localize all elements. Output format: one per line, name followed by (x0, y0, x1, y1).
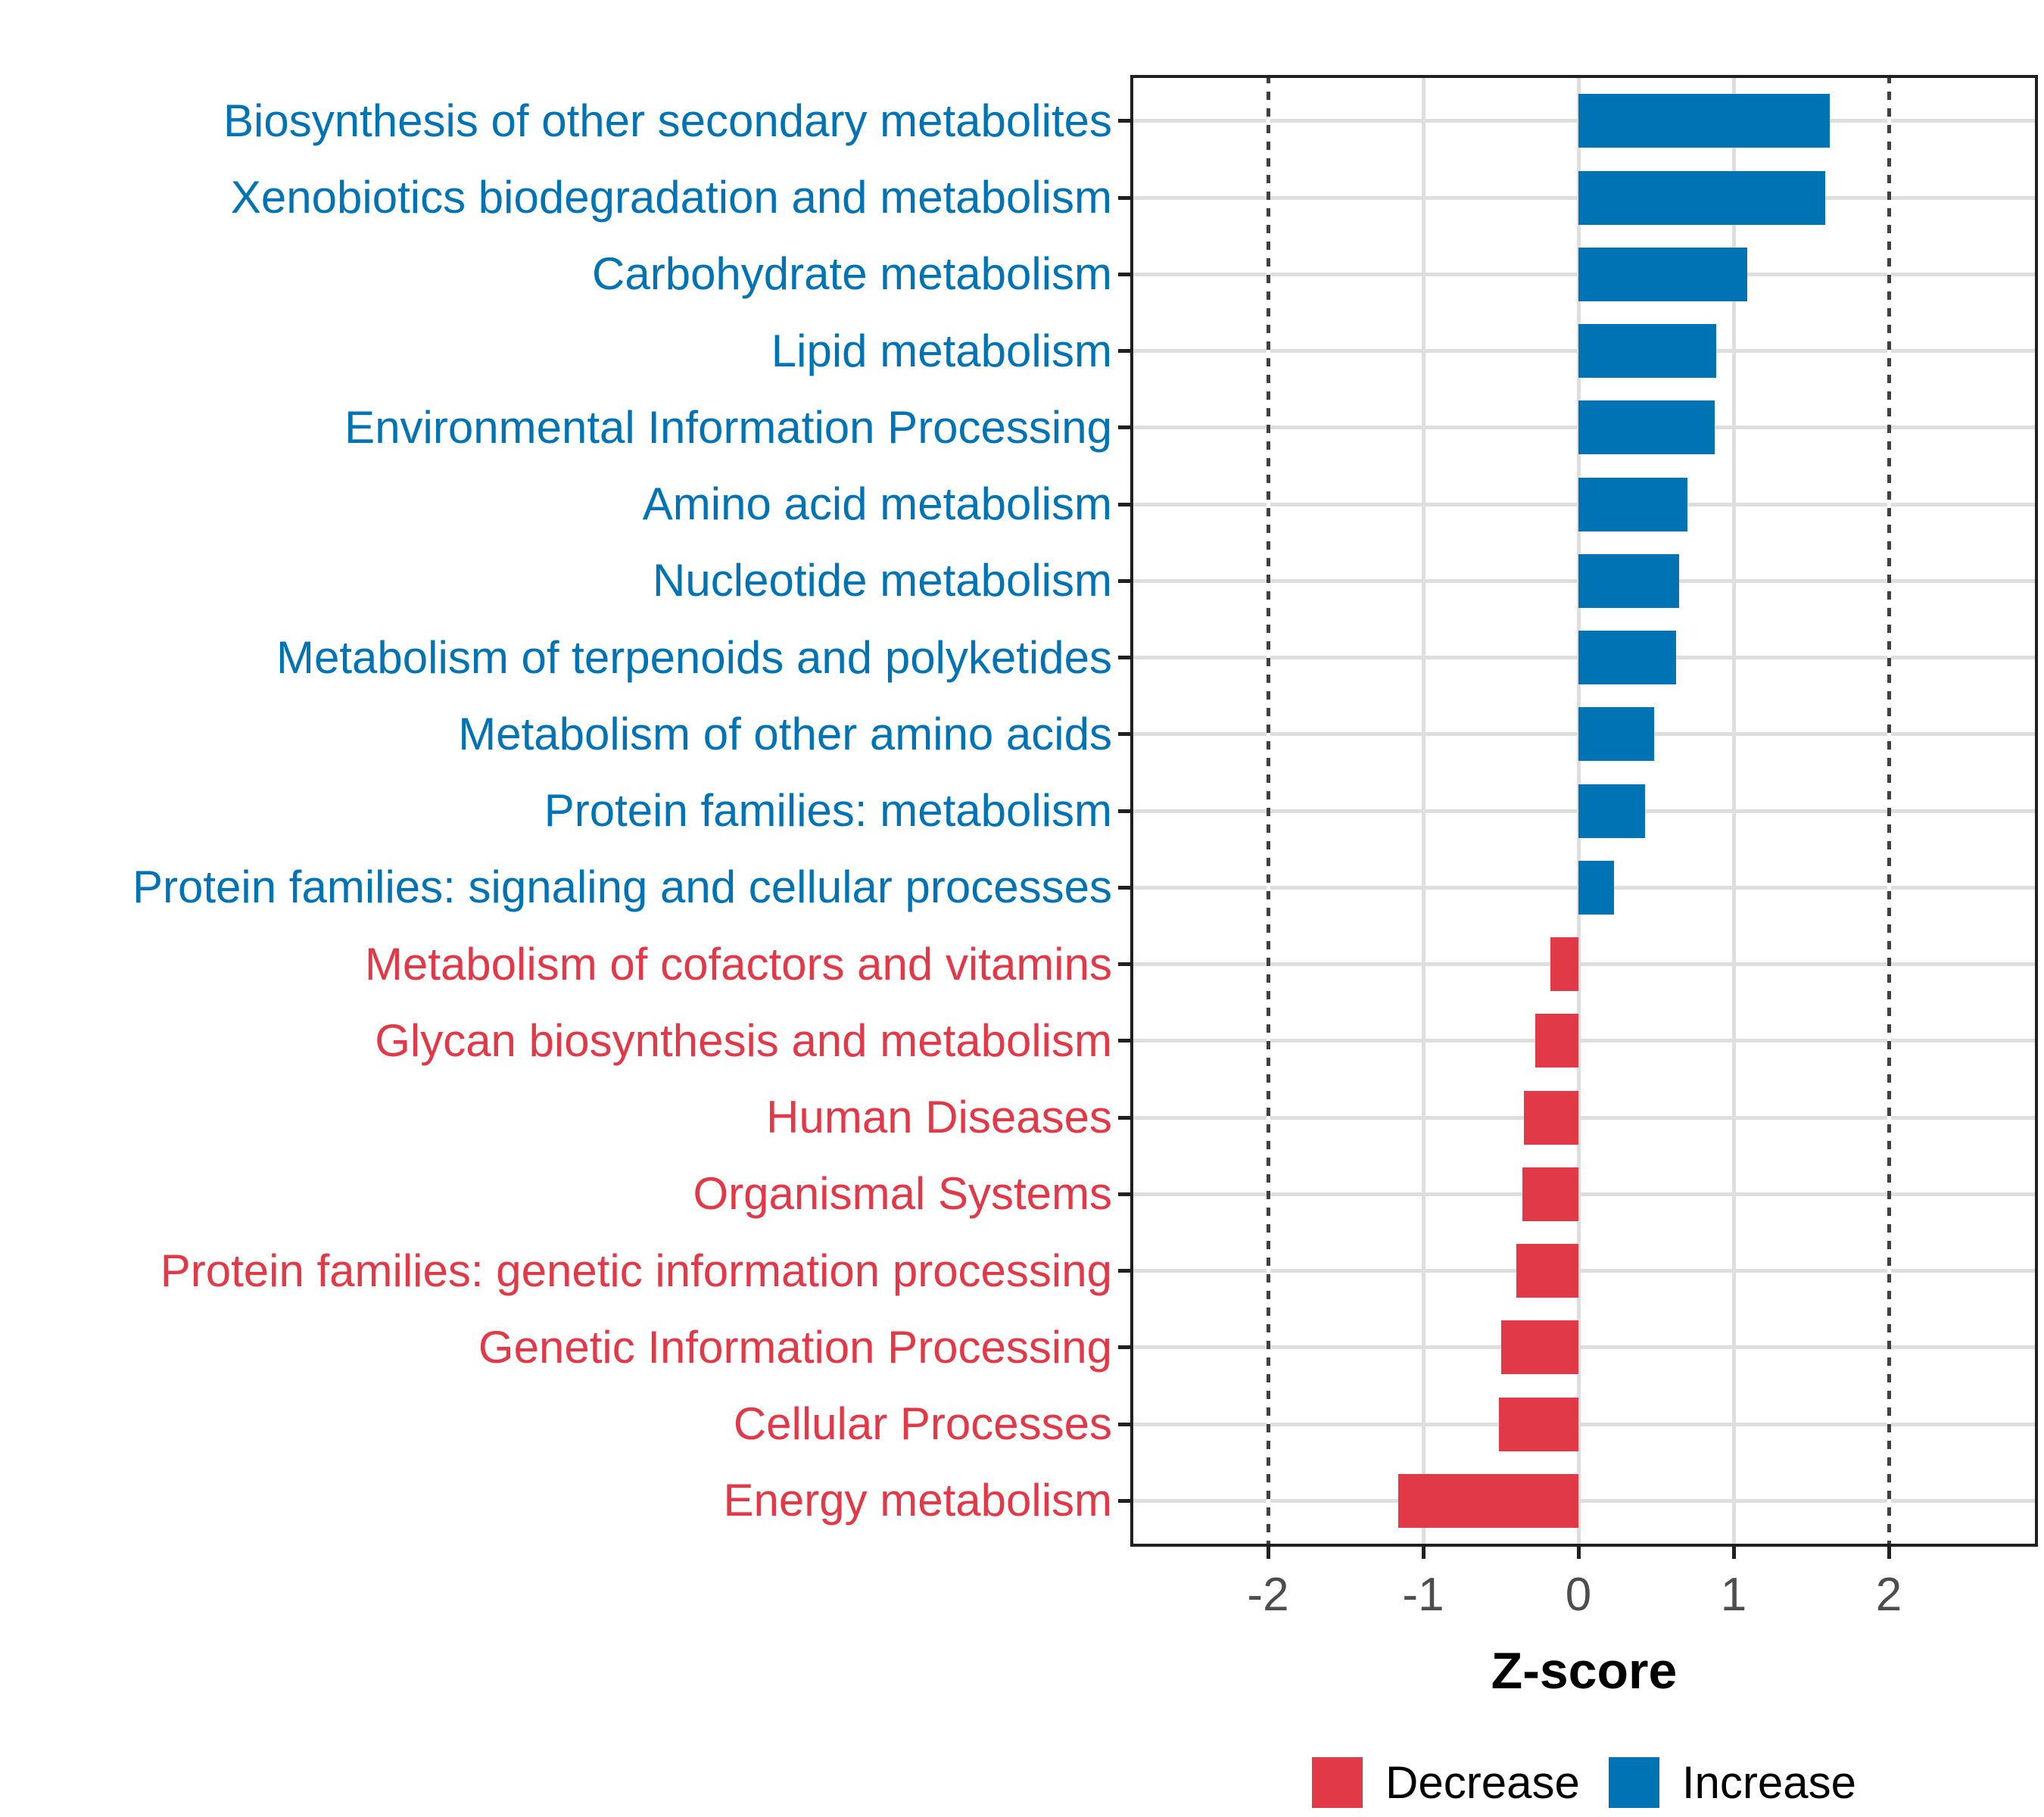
y-tick (1118, 1192, 1130, 1196)
legend-swatch-increase (1608, 1757, 1659, 1808)
category-label: Environmental Information Processing (344, 401, 1112, 453)
x-tick (1887, 1547, 1891, 1559)
h-gridline (1130, 1345, 2038, 1350)
bar (1578, 477, 1687, 531)
bar (1398, 1473, 1578, 1528)
reference-line (1266, 75, 1270, 1547)
x-tick (1731, 1547, 1736, 1559)
x-axis-title: Z-score (1491, 1642, 1678, 1700)
category-label: Carbohydrate metabolism (592, 248, 1112, 300)
y-tick (1118, 656, 1130, 659)
bar (1578, 324, 1717, 378)
category-label: Protein families: metabolism (544, 785, 1112, 836)
bar (1578, 247, 1748, 301)
h-gridline (1130, 1192, 2038, 1196)
category-label: Metabolism of cofactors and vitamins (364, 938, 1112, 990)
x-tick-label: 2 (1875, 1569, 1902, 1621)
category-label: Nucleotide metabolism (653, 555, 1112, 606)
category-label: Lipid metabolism (771, 325, 1112, 376)
category-label: Amino acid metabolism (642, 478, 1112, 529)
h-gridline (1130, 1422, 2038, 1426)
y-tick (1118, 349, 1130, 353)
legend: Decrease Increase (1130, 1756, 2038, 1809)
x-tick-label: 1 (1720, 1569, 1747, 1621)
y-tick (1118, 732, 1130, 737)
category-label: Xenobiotics biodegradation and metabolis… (230, 172, 1112, 223)
bar (1499, 1397, 1578, 1451)
h-gridline (1130, 1498, 2038, 1503)
category-label: Energy metabolism (723, 1475, 1112, 1526)
y-tick (1118, 809, 1130, 813)
y-tick (1118, 272, 1130, 276)
y-tick (1118, 1498, 1130, 1503)
h-gridline (1130, 1269, 2038, 1273)
y-tick (1118, 195, 1130, 200)
category-label: Organismal Systems (693, 1168, 1112, 1220)
legend-entry-decrease: Decrease (1312, 1756, 1580, 1809)
y-tick (1118, 885, 1130, 890)
x-tick (1421, 1547, 1426, 1559)
bar (1578, 553, 1680, 608)
reference-line (1887, 75, 1891, 1547)
x-tick-label: -2 (1247, 1569, 1289, 1621)
category-label: Protein families: signaling and cellular… (132, 862, 1112, 913)
legend-swatch-decrease (1312, 1757, 1363, 1808)
y-tick (1118, 1345, 1130, 1350)
y-tick (1118, 962, 1130, 966)
x-tick-label: -1 (1402, 1569, 1444, 1621)
category-label: Protein families: genetic information pr… (160, 1245, 1112, 1296)
bar (1550, 937, 1578, 991)
x-tick (1576, 1547, 1581, 1559)
plot-panel (1130, 75, 2038, 1547)
category-label: Cellular Processes (733, 1398, 1112, 1449)
y-tick (1118, 1039, 1130, 1043)
y-tick (1118, 502, 1130, 506)
y-tick (1118, 1269, 1130, 1273)
bar (1500, 1320, 1578, 1375)
category-label: Glycan biosynthesis and metabolism (375, 1014, 1112, 1066)
category-label: Metabolism of terpenoids and polyketides (276, 631, 1112, 683)
category-label: Human Diseases (766, 1092, 1112, 1142)
category-label: Metabolism of other amino acids (458, 708, 1112, 759)
x-tick-label: 0 (1565, 1569, 1592, 1621)
bar (1535, 1014, 1578, 1068)
bar (1578, 94, 1831, 148)
bar (1524, 1090, 1578, 1145)
bar (1578, 400, 1715, 455)
bar (1578, 784, 1646, 838)
bar (1578, 631, 1677, 684)
bar (1516, 1244, 1578, 1298)
category-label: Biosynthesis of other secondary metaboli… (223, 95, 1112, 146)
h-gridline (1130, 962, 2038, 966)
h-gridline (1130, 1115, 2038, 1120)
y-tick (1118, 425, 1130, 430)
bar (1578, 707, 1655, 762)
y-tick (1118, 1422, 1130, 1426)
y-tick (1118, 578, 1130, 583)
legend-entry-increase: Increase (1608, 1756, 1856, 1809)
legend-label-decrease: Decrease (1385, 1757, 1580, 1808)
x-tick (1266, 1547, 1270, 1559)
bar (1522, 1167, 1578, 1221)
bar (1578, 170, 1825, 225)
legend-label-increase: Increase (1681, 1757, 1856, 1808)
bar (1578, 860, 1615, 915)
category-label: Genetic Information Processing (478, 1321, 1112, 1373)
h-gridline (1130, 1039, 2038, 1043)
y-tick (1118, 1115, 1130, 1120)
y-tick (1118, 119, 1130, 123)
